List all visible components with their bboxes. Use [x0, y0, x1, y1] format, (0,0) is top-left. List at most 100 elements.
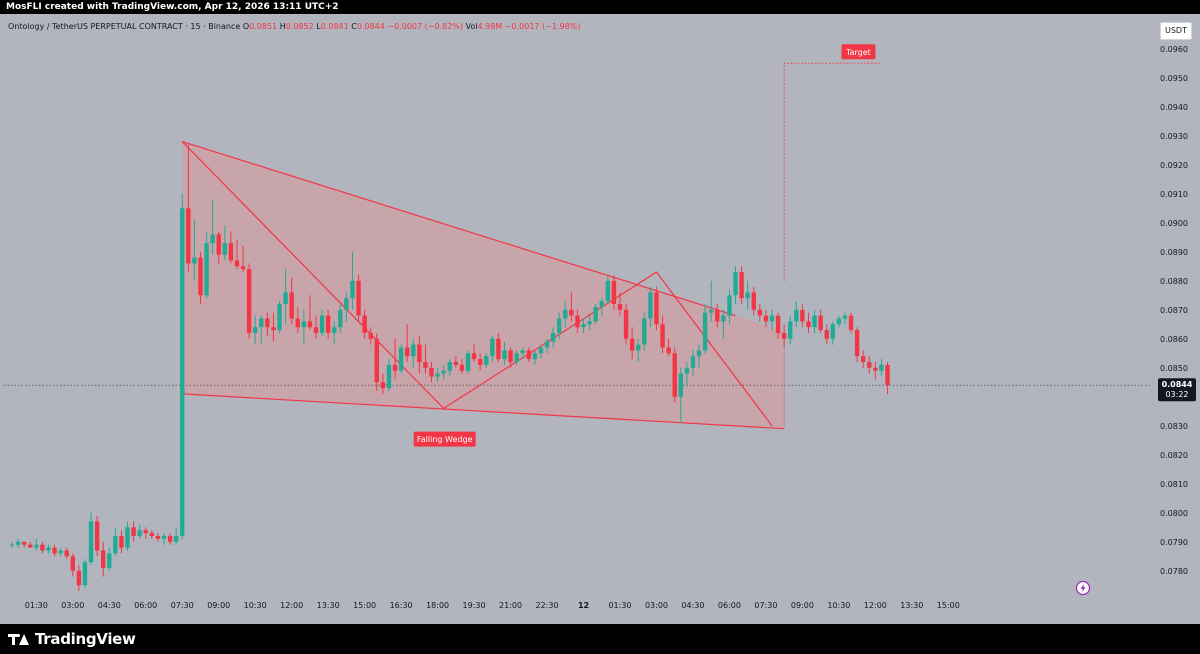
candle-body[interactable]: [271, 327, 276, 331]
candle-body[interactable]: [569, 309, 574, 316]
candle-body[interactable]: [544, 341, 550, 348]
candle-body[interactable]: [374, 338, 379, 383]
candle-body[interactable]: [143, 530, 148, 534]
candle-body[interactable]: [149, 533, 155, 536]
candle-body[interactable]: [563, 309, 568, 319]
candle-body[interactable]: [490, 338, 495, 357]
candle-body[interactable]: [471, 353, 477, 360]
candle-body[interactable]: [210, 234, 215, 244]
candle-body[interactable]: [173, 536, 179, 542]
candlestick-chart[interactable]: 0.0780 0.0790 0.0800 0.0810 0.0820 0.0830 0.08…: [4, 14, 1196, 626]
candle-body[interactable]: [727, 295, 732, 316]
candle-body[interactable]: [636, 344, 641, 351]
wedge-zigzag-line[interactable]: [181, 141, 773, 427]
candle-body[interactable]: [696, 350, 702, 357]
candle-body[interactable]: [101, 550, 106, 568]
candle-body[interactable]: [350, 280, 355, 299]
candle-body[interactable]: [520, 350, 525, 354]
candle-body[interactable]: [277, 304, 282, 331]
candle-body[interactable]: [161, 536, 167, 539]
target-label-box[interactable]: [841, 44, 876, 60]
candle-body[interactable]: [28, 544, 33, 548]
candle-body[interactable]: [40, 544, 45, 551]
candle-body[interactable]: [617, 304, 623, 310]
candle-body[interactable]: [386, 364, 392, 389]
candle-body[interactable]: [690, 356, 696, 368]
candle-body[interactable]: [453, 362, 459, 365]
candle-body[interactable]: [550, 333, 556, 342]
candle-body[interactable]: [781, 333, 787, 339]
candle-body[interactable]: [94, 521, 100, 551]
candle-body[interactable]: [745, 292, 750, 299]
candle-body[interactable]: [362, 315, 367, 333]
candle-body[interactable]: [192, 257, 197, 264]
candle-body[interactable]: [678, 373, 683, 397]
candle-body[interactable]: [447, 362, 452, 371]
candle-body[interactable]: [557, 318, 562, 334]
candle-body[interactable]: [465, 353, 471, 371]
candle-body[interactable]: [392, 364, 398, 371]
candle-body[interactable]: [265, 318, 270, 328]
candle-body[interactable]: [854, 330, 860, 357]
candle-body[interactable]: [538, 347, 544, 354]
candle-body[interactable]: [721, 315, 726, 322]
candle-body[interactable]: [459, 364, 465, 371]
candle-body[interactable]: [806, 321, 811, 328]
candle-body[interactable]: [398, 347, 404, 371]
candle-body[interactable]: [502, 350, 507, 360]
candle-body[interactable]: [709, 309, 714, 313]
candle-body[interactable]: [167, 536, 173, 542]
candle-body[interactable]: [405, 347, 410, 357]
candle-body[interactable]: [812, 315, 817, 328]
wedge-upper-line[interactable]: [182, 141, 736, 317]
candle-body[interactable]: [763, 315, 769, 322]
candle-body[interactable]: [733, 272, 738, 296]
candle-body[interactable]: [113, 536, 118, 554]
candle-body[interactable]: [155, 536, 161, 539]
candle-body[interactable]: [58, 550, 63, 554]
candle-body[interactable]: [739, 272, 744, 299]
candle-body[interactable]: [76, 570, 82, 586]
candle-body[interactable]: [611, 280, 617, 304]
candle-body[interactable]: [818, 315, 823, 331]
candle-body[interactable]: [332, 327, 337, 333]
candle-body[interactable]: [234, 260, 240, 267]
candle-body[interactable]: [581, 324, 586, 328]
candle-body[interactable]: [642, 318, 647, 345]
chart-area[interactable]: 0.0780 0.0790 0.0800 0.0810 0.0820 0.0830 0.08…: [4, 14, 1196, 626]
currency-selector[interactable]: USDT: [1160, 22, 1192, 40]
candle-body[interactable]: [593, 306, 598, 322]
candle-body[interactable]: [684, 367, 690, 374]
candle-body[interactable]: [289, 292, 294, 319]
candle-body[interactable]: [380, 382, 386, 389]
candle-body[interactable]: [259, 318, 264, 328]
candle-body[interactable]: [9, 544, 15, 546]
candle-body[interactable]: [575, 315, 580, 328]
candle-body[interactable]: [344, 298, 349, 310]
candle-body[interactable]: [240, 266, 246, 270]
candle-body[interactable]: [629, 338, 635, 351]
candle-body[interactable]: [435, 373, 440, 377]
candle-body[interactable]: [648, 292, 653, 319]
candle-body[interactable]: [830, 324, 835, 339]
candle-body[interactable]: [672, 353, 677, 397]
candle-body[interactable]: [198, 257, 203, 296]
candle-body[interactable]: [301, 321, 307, 328]
candle-body[interactable]: [325, 315, 331, 333]
candle-body[interactable]: [356, 280, 361, 316]
candle-body[interactable]: [800, 309, 805, 322]
wedge-lower-line[interactable]: [182, 393, 785, 430]
candle-body[interactable]: [587, 321, 592, 325]
candle-body[interactable]: [751, 292, 756, 310]
candle-body[interactable]: [52, 547, 57, 554]
candle-body[interactable]: [417, 344, 422, 362]
candle-body[interactable]: [532, 353, 538, 360]
candle-body[interactable]: [246, 269, 252, 333]
candle-body[interactable]: [46, 547, 51, 551]
candle-body[interactable]: [307, 321, 313, 328]
candle-body[interactable]: [526, 350, 531, 360]
candle-body[interactable]: [775, 315, 781, 333]
candle-body[interactable]: [15, 541, 21, 545]
candle-body[interactable]: [794, 309, 799, 322]
candle-body[interactable]: [186, 208, 191, 264]
